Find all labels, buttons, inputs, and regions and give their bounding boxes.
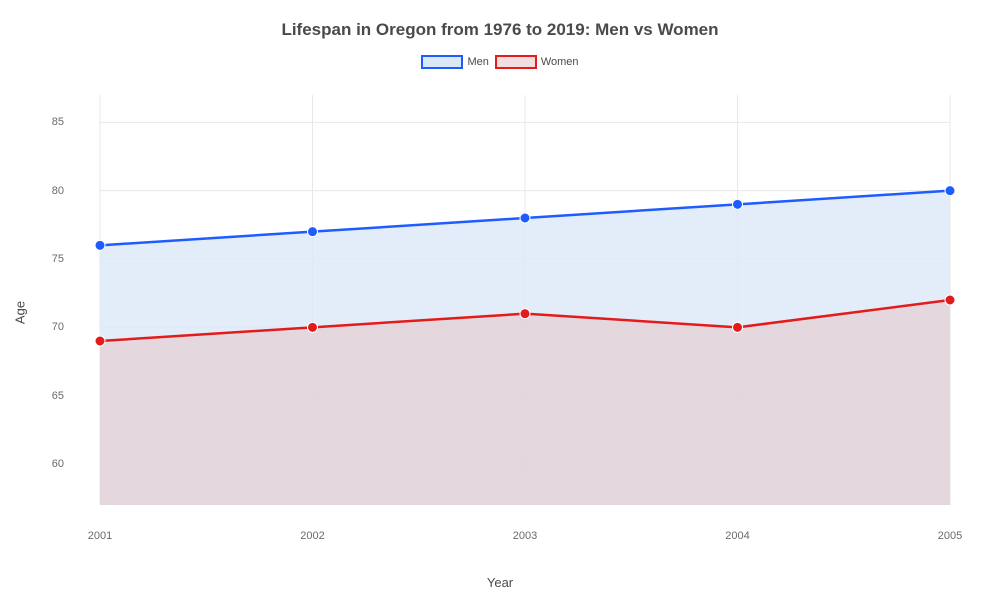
x-tick: 2001 (88, 530, 112, 542)
chart-title: Lifespan in Oregon from 1976 to 2019: Me… (0, 20, 1000, 40)
y-tick: 85 (52, 116, 64, 128)
plot-area (70, 85, 970, 525)
y-axis-label: Age (13, 301, 28, 324)
legend-item-men[interactable]: Men (421, 55, 488, 69)
x-tick: 2002 (300, 530, 324, 542)
x-tick: 2004 (725, 530, 749, 542)
y-tick: 65 (52, 390, 64, 402)
legend-swatch-men (421, 55, 463, 69)
x-tick: 2003 (513, 530, 537, 542)
x-axis-label: Year (0, 575, 1000, 590)
chart-svg (70, 85, 970, 525)
y-tick: 80 (52, 185, 64, 197)
x-tick: 2005 (938, 530, 962, 542)
legend: Men Women (0, 55, 1000, 69)
y-tick: 70 (52, 321, 64, 333)
y-tick: 60 (52, 458, 64, 470)
legend-label-men: Men (467, 56, 488, 68)
legend-label-women: Women (541, 56, 579, 68)
y-tick: 75 (52, 253, 64, 265)
legend-swatch-women (495, 55, 537, 69)
legend-item-women[interactable]: Women (495, 55, 579, 69)
